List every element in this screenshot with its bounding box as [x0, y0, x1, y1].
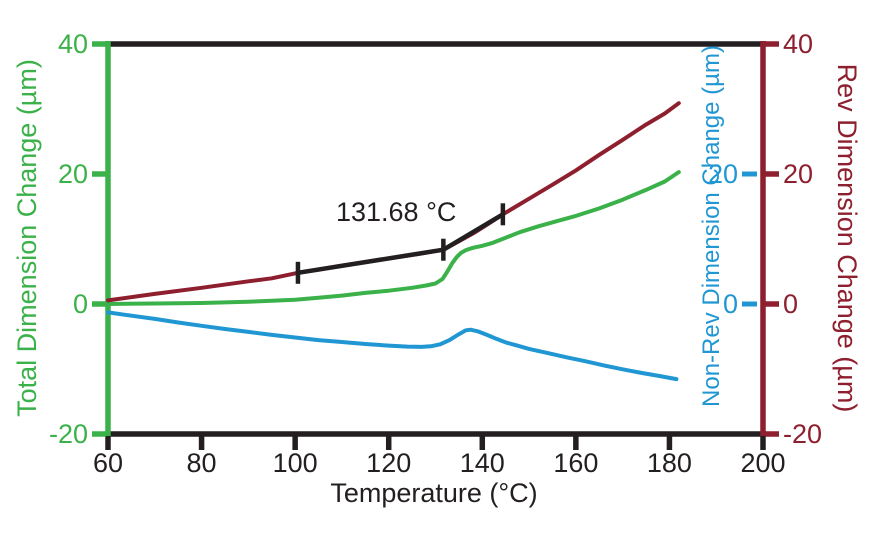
- left-tick-label--20: -20: [48, 419, 88, 449]
- x-tick-label-180: 180: [646, 448, 692, 478]
- nonrev-tick-label-0: 0: [722, 289, 738, 319]
- left-tick-label-0: 0: [72, 289, 88, 319]
- right-tick-label-40: 40: [783, 29, 814, 59]
- x-tick-label-120: 120: [366, 448, 412, 478]
- right-axis-title: Rev Dimension Change (µm): [832, 63, 862, 413]
- right-tick-label--20: -20: [783, 419, 823, 449]
- left-tick-label-40: 40: [57, 29, 88, 59]
- left-tick-label-20: 20: [57, 159, 88, 189]
- x-tick-label-60: 60: [92, 448, 124, 478]
- left-axis-title: Total Dimension Change (µm): [12, 59, 42, 417]
- series-total-dimension-change: [106, 170, 681, 306]
- series-non-rev-dimension-change: [106, 310, 679, 382]
- x-tick-label-100: 100: [272, 448, 318, 478]
- x-tick-label-140: 140: [459, 448, 505, 478]
- nonrev-tick-label-20: 20: [707, 159, 738, 189]
- right-tick-label-0: 0: [783, 289, 799, 319]
- x-tick-label-80: 80: [186, 448, 217, 478]
- transition-temperature-annotation: 131.68 °C: [335, 196, 457, 227]
- nonrev-axis-title: Non-Rev Dimension Change (µm): [698, 45, 725, 407]
- x-axis-title: Temperature (°C): [330, 478, 538, 508]
- x-tick-label-200: 200: [740, 448, 786, 478]
- right-tick-label-20: 20: [783, 159, 814, 189]
- x-tick-label-160: 160: [553, 448, 599, 478]
